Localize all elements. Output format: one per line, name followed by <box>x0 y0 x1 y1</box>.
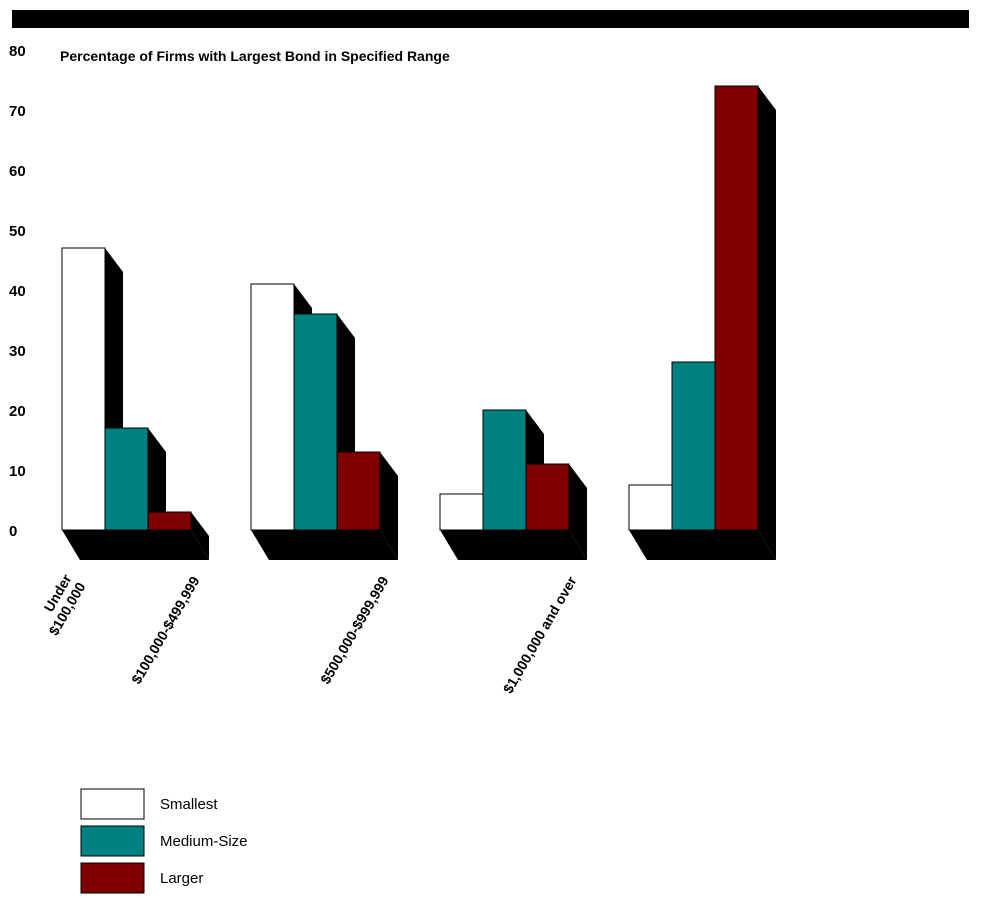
bar <box>336 451 381 531</box>
bar <box>61 247 106 531</box>
category-label-line: $1,000,000 and over <box>500 573 580 696</box>
legend-swatch <box>80 788 145 820</box>
group-floor-shadow <box>440 530 587 560</box>
category-labels: Under$100,000 $100,000-$499,999 $500,000-$… <box>41 571 580 696</box>
bar <box>439 493 484 531</box>
y-tick-label: 70 <box>9 103 26 120</box>
bar <box>628 484 673 531</box>
bar-side <box>758 86 776 560</box>
legend-label: Smallest <box>160 796 218 813</box>
chart-title: Percentage of Firms with Largest Bond in… <box>60 48 450 64</box>
y-axis-ticks: 0 10 20 30 40 50 60 70 80 <box>9 43 26 540</box>
y-tick-label: 80 <box>9 43 26 60</box>
legend-label: Medium-Size <box>160 833 248 850</box>
y-tick-label: 50 <box>9 223 26 240</box>
bar <box>482 409 527 531</box>
bar <box>671 361 716 531</box>
category-label: Under$100,000 <box>41 571 89 638</box>
legend-swatch <box>80 862 145 894</box>
category-label: $100,000-$499,999 <box>128 573 203 686</box>
bar-side <box>380 452 398 560</box>
y-tick-label: 40 <box>9 283 26 300</box>
bar <box>104 427 149 531</box>
bar <box>293 313 338 531</box>
group-floor-shadow <box>251 530 398 560</box>
y-tick-label: 20 <box>9 403 26 420</box>
legend-label: Larger <box>160 870 203 887</box>
bar-side <box>569 464 587 560</box>
bar-side <box>191 512 209 560</box>
y-tick-label: 10 <box>9 463 26 480</box>
category-label: $500,000-$999,999 <box>317 573 392 686</box>
top-bar <box>12 10 969 28</box>
bars-group <box>61 85 776 560</box>
bar <box>525 463 570 531</box>
y-tick-label: 30 <box>9 343 26 360</box>
category-label-line: $500,000-$999,999 <box>317 573 392 686</box>
group-floor-shadow <box>629 530 776 560</box>
category-label-line: $100,000-$499,999 <box>128 573 203 686</box>
bar <box>147 511 192 531</box>
y-tick-label: 60 <box>9 163 26 180</box>
bar <box>714 85 759 531</box>
y-tick-label: 0 <box>9 523 17 540</box>
category-label: $1,000,000 and over <box>500 573 580 696</box>
bar <box>250 283 295 531</box>
group-floor-shadow <box>62 530 209 560</box>
legend: Smallest Medium-Size Larger <box>80 788 248 894</box>
legend-swatch <box>80 825 145 857</box>
